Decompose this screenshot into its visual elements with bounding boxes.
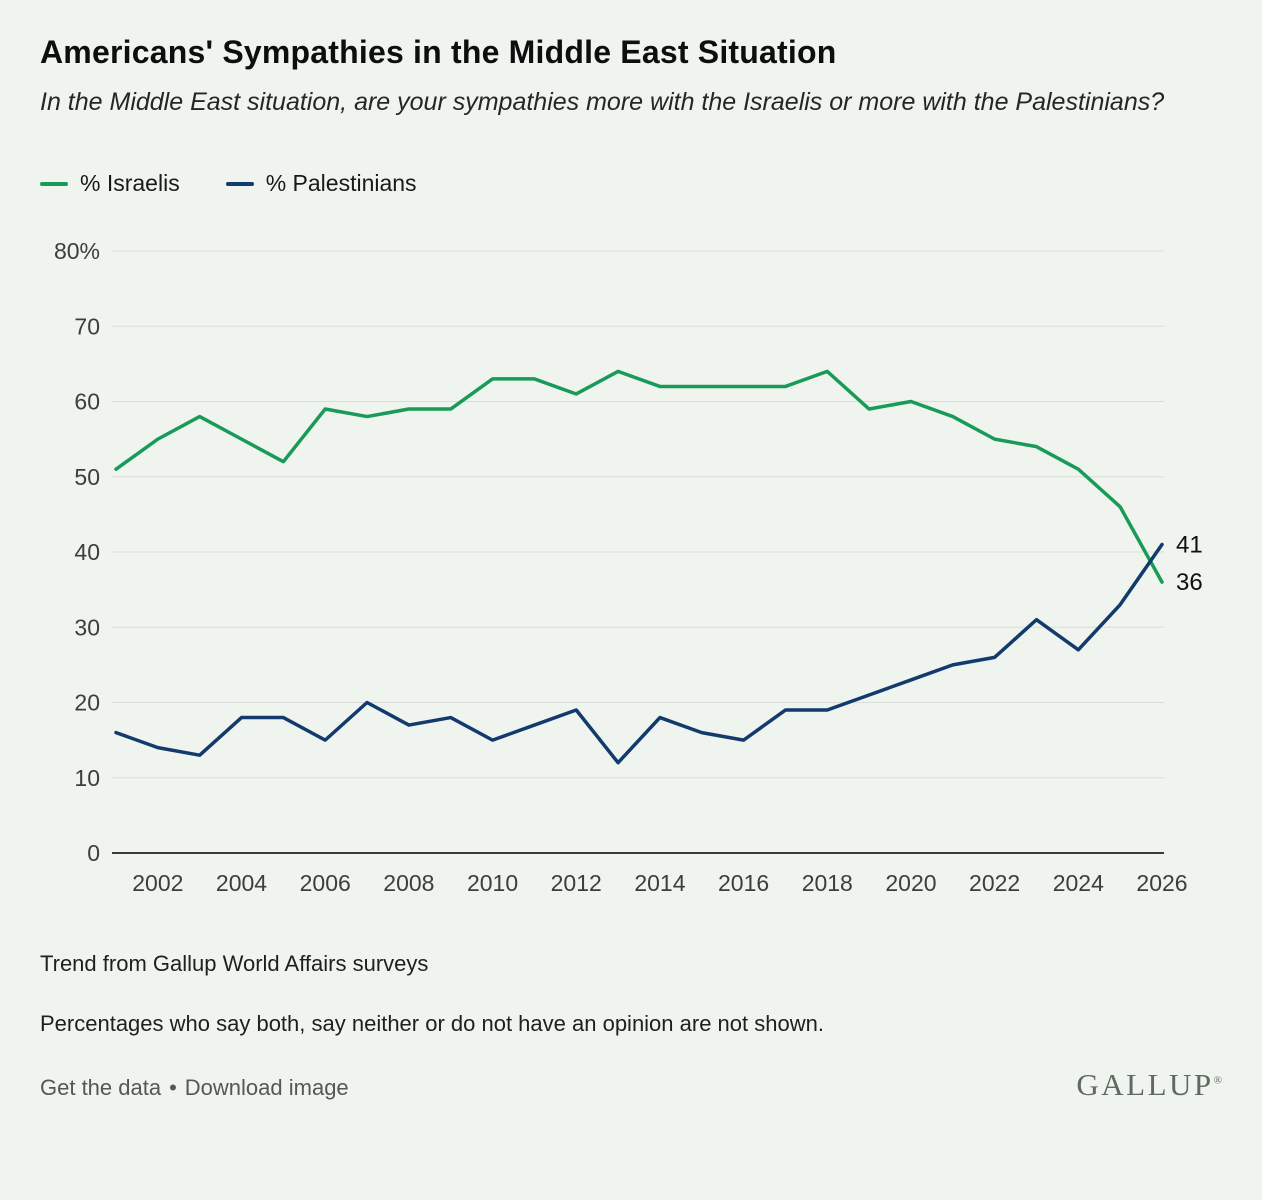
- svg-text:80%: 80%: [54, 238, 100, 264]
- svg-text:2014: 2014: [634, 870, 685, 896]
- svg-text:40: 40: [74, 539, 100, 565]
- svg-text:2002: 2002: [132, 870, 183, 896]
- svg-text:2018: 2018: [802, 870, 853, 896]
- footnote-source: Trend from Gallup World Affairs surveys: [40, 951, 429, 977]
- line-chart: 0 10 20 30 40 50 60 70 80% 2002 2004 2006 2008 2010 20…: [54, 238, 1203, 896]
- israelis-line-swatch: [40, 181, 68, 186]
- legend: % Israelis % Palestinians: [40, 170, 1222, 197]
- svg-text:2012: 2012: [551, 870, 602, 896]
- gallup-logo-mark: ®: [1213, 1074, 1222, 1087]
- svg-text:60: 60: [74, 389, 100, 415]
- svg-text:2026: 2026: [1136, 870, 1187, 896]
- svg-text:2010: 2010: [467, 870, 518, 896]
- gallup-logo-text: GALLUP: [1076, 1067, 1214, 1103]
- svg-text:41: 41: [1176, 532, 1203, 559]
- svg-text:30: 30: [74, 615, 100, 641]
- svg-text:2016: 2016: [718, 870, 769, 896]
- download-image-link[interactable]: Download image: [184, 1075, 349, 1101]
- svg-text:2020: 2020: [885, 870, 936, 896]
- get-the-data-link[interactable]: Get the data: [40, 1075, 162, 1101]
- page-title: Americans' Sympathies in the Middle East…: [40, 34, 837, 70]
- chart-card: Americans' Sympathies in the Middle East…: [40, 34, 1222, 1103]
- link-separator: •: [169, 1075, 177, 1101]
- svg-text:2004: 2004: [216, 870, 267, 896]
- footnote-note: Percentages who say both, say neither or…: [40, 1011, 824, 1037]
- svg-text:0: 0: [87, 840, 100, 866]
- svg-text:2022: 2022: [969, 870, 1020, 896]
- gallup-logo: GALLUP®: [1076, 1067, 1222, 1103]
- svg-text:20: 20: [74, 690, 100, 716]
- page-subtitle: In the Middle East situation, are your s…: [40, 87, 1165, 116]
- svg-text:36: 36: [1176, 569, 1203, 596]
- svg-text:70: 70: [74, 314, 100, 340]
- legend-item-palestinians: % Palestinians: [225, 170, 417, 197]
- palestinians-line-swatch: [225, 181, 254, 186]
- svg-text:2006: 2006: [300, 870, 351, 896]
- legend-label-israelis: % Israelis: [80, 170, 180, 197]
- legend-label-palestinians: % Palestinians: [265, 170, 417, 197]
- svg-text:2024: 2024: [1053, 870, 1104, 896]
- legend-item-israelis: % Israelis: [40, 170, 180, 197]
- footer-links: Get the data • Download image: [40, 1075, 349, 1101]
- footer: Get the data • Download image GALLUP®: [40, 1067, 1222, 1103]
- svg-text:10: 10: [74, 765, 100, 791]
- svg-text:50: 50: [74, 464, 100, 490]
- svg-text:2008: 2008: [383, 870, 434, 896]
